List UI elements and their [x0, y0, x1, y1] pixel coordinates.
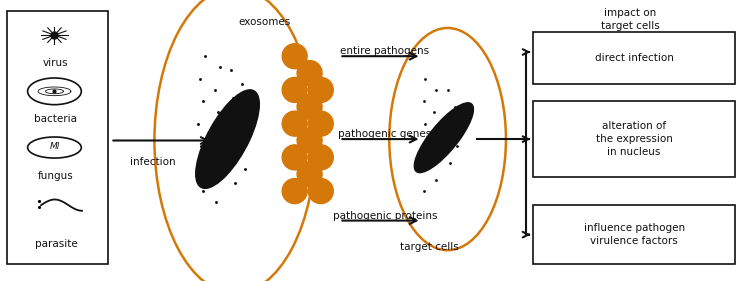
Text: influence pathogen
virulence factors: influence pathogen virulence factors [583, 223, 685, 246]
Ellipse shape [195, 90, 260, 188]
Text: pathogenic genes: pathogenic genes [339, 129, 431, 139]
Ellipse shape [297, 128, 322, 153]
FancyBboxPatch shape [533, 101, 735, 177]
Ellipse shape [297, 94, 322, 119]
FancyBboxPatch shape [7, 11, 108, 264]
Ellipse shape [282, 78, 307, 102]
Ellipse shape [308, 179, 333, 203]
Text: infection: infection [130, 157, 176, 167]
Text: alteration of
the expression
in nucleus: alteration of the expression in nucleus [595, 121, 673, 157]
FancyBboxPatch shape [533, 32, 735, 84]
Text: exosomes: exosomes [239, 17, 291, 28]
Ellipse shape [282, 44, 307, 69]
Ellipse shape [297, 61, 322, 85]
Text: parasite: parasite [34, 239, 78, 250]
Ellipse shape [308, 78, 333, 102]
Ellipse shape [282, 179, 307, 203]
Text: Ml: Ml [49, 142, 60, 151]
Ellipse shape [282, 111, 307, 136]
Ellipse shape [308, 111, 333, 136]
Ellipse shape [28, 137, 81, 158]
Text: entire pathogens: entire pathogens [340, 46, 430, 56]
Ellipse shape [414, 103, 474, 173]
Ellipse shape [297, 162, 322, 187]
Ellipse shape [389, 28, 506, 250]
Text: target cells: target cells [400, 242, 458, 252]
Ellipse shape [28, 78, 81, 105]
Ellipse shape [308, 145, 333, 170]
Text: bacteria: bacteria [34, 114, 78, 124]
Text: pathogenic proteins: pathogenic proteins [333, 210, 437, 221]
Text: virus: virus [43, 58, 69, 68]
Text: direct infection: direct infection [595, 53, 674, 63]
Ellipse shape [154, 0, 316, 281]
Text: fungus: fungus [38, 171, 74, 181]
Ellipse shape [282, 145, 307, 170]
Text: impact on
target cells: impact on target cells [601, 8, 659, 31]
FancyBboxPatch shape [533, 205, 735, 264]
